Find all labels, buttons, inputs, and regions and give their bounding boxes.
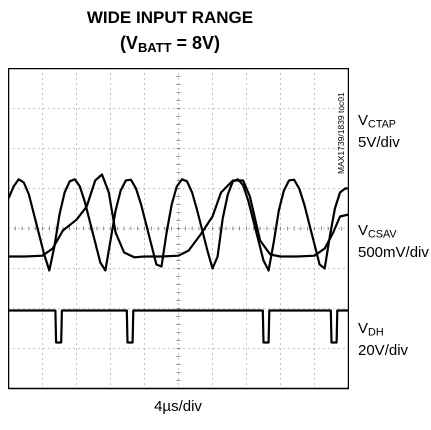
subtitle-suffix: = 8V) bbox=[171, 33, 221, 53]
trace-csav bbox=[8, 173, 349, 259]
series-0-sub: CTAP bbox=[368, 118, 397, 131]
subtitle-subscript: BATT bbox=[137, 40, 172, 56]
chart-title: WIDE INPUT RANGE bbox=[86, 8, 254, 27]
plot-frame bbox=[8, 68, 349, 390]
trace-ctap bbox=[8, 178, 349, 272]
series-1-scale: 500mV/div bbox=[358, 243, 429, 261]
subtitle-prefix: (V bbox=[119, 33, 138, 53]
scope-plot bbox=[8, 68, 349, 390]
series-label-vdh: VDH 20V/div bbox=[358, 320, 408, 360]
chart-subtitle: (VBATT = 8V) bbox=[0, 33, 340, 58]
figure-id-text: MAX1739/1839 toc01 bbox=[336, 92, 346, 174]
series-2-sub: DH bbox=[368, 326, 384, 339]
series-label-vcsav: VCSAV 500mV/div bbox=[358, 222, 429, 262]
series-2-scale: 20V/div bbox=[358, 341, 409, 359]
series-0-name: V bbox=[358, 112, 369, 129]
figure-id: MAX1739/1839 toc01 bbox=[336, 92, 346, 174]
series-label-vctap: VCTAP 5V/div bbox=[358, 112, 400, 152]
trace-dh bbox=[8, 309, 349, 344]
series-1-sub: CSAV bbox=[368, 228, 397, 241]
x-axis-label: 4µs/div bbox=[154, 398, 202, 415]
series-2-name: V bbox=[358, 320, 369, 337]
series-0-scale: 5V/div bbox=[358, 133, 400, 151]
series-1-name: V bbox=[358, 222, 369, 239]
